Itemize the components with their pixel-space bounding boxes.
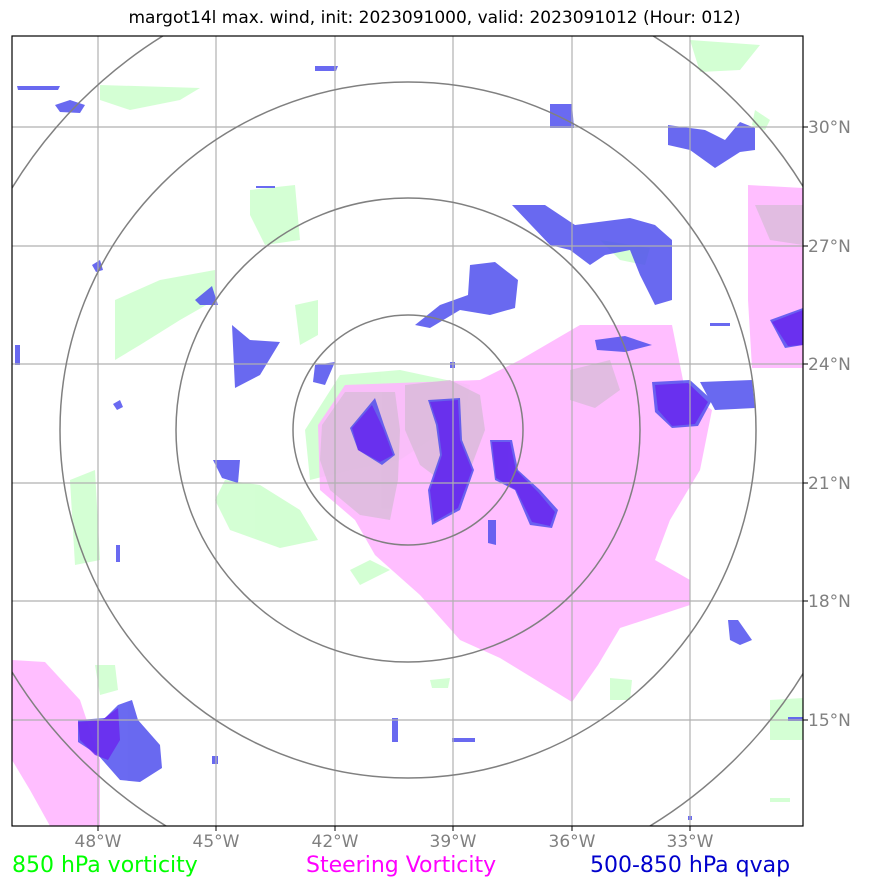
map-frame [11, 35, 804, 827]
legend-850-vorticity: 850 hPa vorticity [12, 853, 198, 878]
latitude-labels: 30°N 27°N 24°N 21°N 18°N 15°N [808, 118, 851, 731]
tick-marks [97, 126, 808, 831]
range-ring-3 [59, 81, 757, 779]
lat-label: 15°N [808, 711, 851, 731]
lon-label: 42°W [312, 832, 359, 852]
lat-label: 24°N [808, 355, 851, 375]
qvap-overlap-fill [78, 310, 803, 760]
lat-lon-grid [12, 36, 803, 826]
legend-qvap: 500-850 hPa qvap [590, 853, 791, 878]
lon-label: 33°W [667, 832, 714, 852]
range-ring-1 [292, 314, 524, 546]
lon-label: 39°W [430, 832, 477, 852]
longitude-labels: 48°W 45°W 42°W 39°W 36°W 33°W [75, 832, 714, 852]
lat-label: 21°N [808, 474, 851, 494]
range-ring-2 [175, 197, 641, 663]
lat-label: 27°N [808, 237, 851, 257]
map-title: margot14l max. wind, init: 2023091000, v… [128, 8, 741, 28]
lat-label: 18°N [808, 592, 851, 612]
lon-label: 48°W [75, 832, 122, 852]
legend-steering-vorticity: Steering Vorticity [306, 853, 497, 878]
lon-label: 45°W [193, 832, 240, 852]
lat-label: 30°N [808, 118, 851, 138]
lon-label: 36°W [549, 832, 596, 852]
